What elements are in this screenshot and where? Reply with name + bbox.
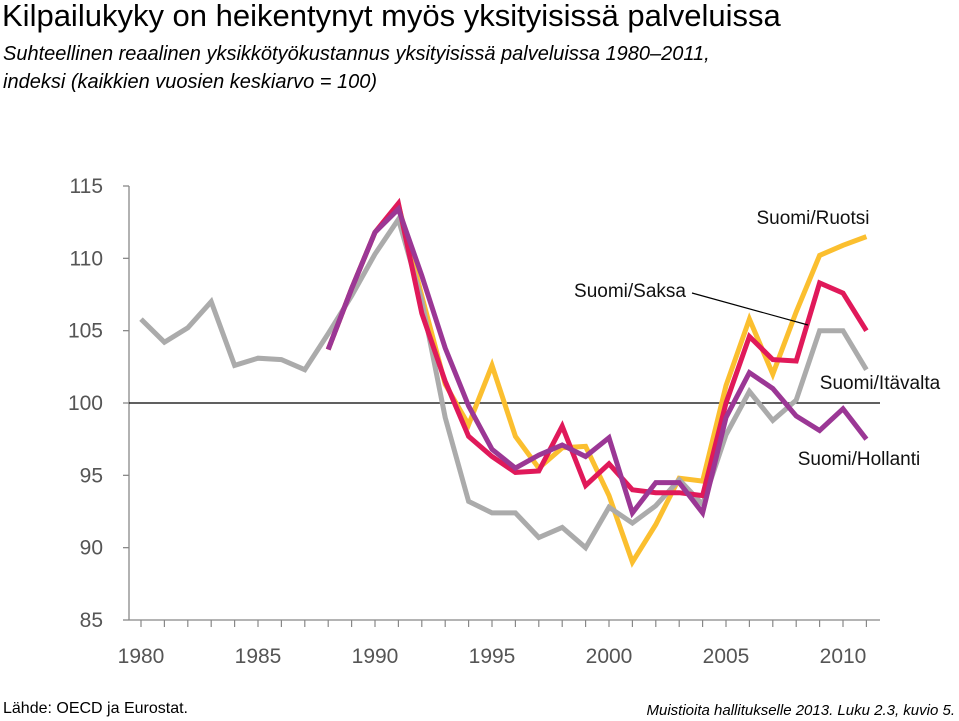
x-tick-label: 2000 [586, 645, 633, 668]
chart-series [139, 197, 869, 568]
x-tick-label: 1995 [469, 645, 516, 668]
y-tick-label: 110 [70, 247, 103, 270]
x-tick-label: 1980 [118, 645, 165, 668]
chart-subtitle: Suhteellinen reaalinen yksikkötyökustann… [3, 40, 710, 96]
subtitle-line-2: indeksi (kaikkien vuosien keskiarvo = 10… [3, 71, 378, 93]
subtitle-line-1: Suhteellinen reaalinen yksikkötyökustann… [3, 43, 710, 65]
x-tick-label: 1990 [352, 645, 399, 668]
publication-note: Muistioita hallitukselle 2013. Luku 2.3,… [646, 702, 955, 719]
series-label-suomi-it-valta: Suomi/Itävalta [820, 373, 941, 394]
series-label-suomi-ruotsi: Suomi/Ruotsi [757, 208, 870, 229]
series-line-suomi-hollanti [139, 213, 869, 552]
series-line-suomi-saksa [325, 197, 869, 499]
saksa-leader-line [691, 292, 809, 326]
series-labels: Suomi/Ruotsi Suomi/Saksa Suomi/Itävalta Suo… [574, 208, 941, 470]
y-tick-label: 90 [80, 537, 103, 560]
chart-title: Kilpailukyky on heikentynyt myös yksityi… [2, 0, 781, 33]
series-line-suomi-it-valta [325, 204, 869, 519]
x-tick-label: 2010 [820, 645, 867, 668]
series-label-suomi-saksa: Suomi/Saksa [574, 281, 686, 302]
source-note: Lähde: OECD ja Eurostat. [3, 700, 188, 717]
series-label-suomi-hollanti: Suomi/Hollanti [798, 449, 921, 470]
y-tick-label: 115 [70, 175, 103, 198]
x-tick-label: 2005 [703, 645, 750, 668]
y-tick-label: 100 [68, 392, 103, 415]
x-tick-label: 1985 [235, 645, 282, 668]
y-tick-label: 95 [80, 464, 103, 487]
y-tick-label: 85 [80, 609, 103, 632]
chart-axes: 85 90 95 100 105 110 115 1980 1985 1990 1995 2000 20… [68, 175, 880, 668]
y-tick-label: 105 [68, 320, 103, 343]
